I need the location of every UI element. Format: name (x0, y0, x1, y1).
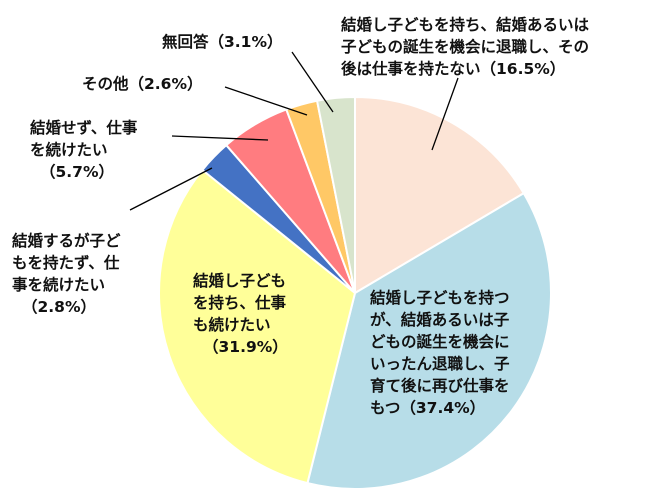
label-quit-return: 結婚し子どもを持つ が、結婚あるいは子 どもの誕生を機会に いったん退職し、子 … (370, 289, 510, 417)
slice-no-answer (315, 95, 356, 294)
leader-other (224, 86, 308, 116)
label-other: その他（2.6%） (82, 75, 203, 93)
leader-no-answer (291, 51, 334, 113)
label-married-no-children: 結婚するが子ど もを持たず、仕 事を続けたい （2.8%） (12, 232, 121, 316)
slice-quit-no-work (354, 95, 526, 295)
slice-quit-return (306, 191, 552, 490)
slice-continue-working (158, 168, 357, 485)
leader-unmarried-working (171, 135, 269, 141)
label-continue-working: 結婚し子ども を持ち、仕事 も続けたい （31.9%） (193, 272, 288, 356)
label-no-answer: 無回答（3.1%） (162, 33, 283, 51)
leader-married-no-children (129, 167, 213, 211)
leader-quit-no-work (431, 77, 459, 151)
label-quit-no-work: 結婚し子どもを持ち、結婚あるいは 子どもの誕生を機会に退職し、その 後は仕事を持… (341, 16, 590, 78)
label-unmarried-working: 結婚せず、仕事 を続けたい （5.7%） (30, 119, 138, 181)
